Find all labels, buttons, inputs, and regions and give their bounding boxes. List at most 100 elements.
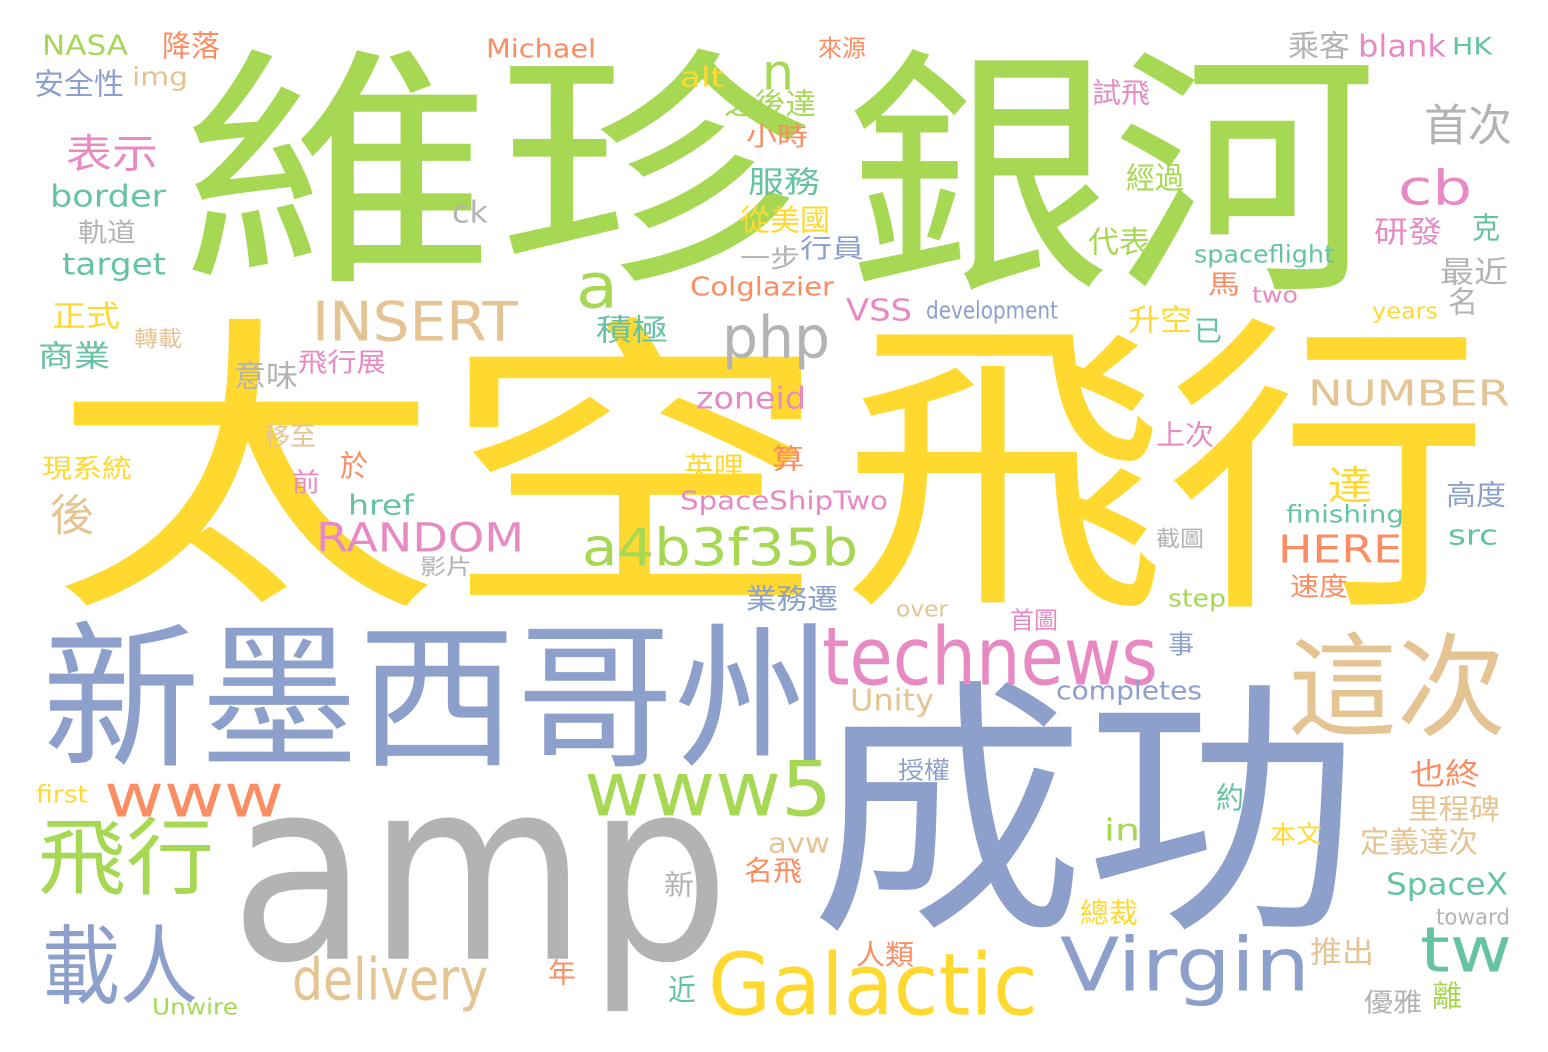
- word-lichengbei: 里程碑: [1408, 793, 1500, 827]
- word-yanfa: 研發: [1374, 214, 1443, 251]
- word-zhengshi: 正式: [52, 298, 121, 335]
- word-zoneid: zoneid: [696, 380, 806, 417]
- word-completes: completes: [1056, 675, 1203, 707]
- word-spaceshiptwo: SpaceShipTwo: [680, 485, 888, 517]
- word-chengke: 乘客: [1288, 28, 1351, 65]
- word-amp: amp: [230, 724, 730, 1019]
- word-xingyuan: 行員: [800, 233, 864, 265]
- word-tuichu: 推出: [1310, 934, 1375, 971]
- word-suan: 算: [772, 443, 804, 477]
- word-php: php: [722, 304, 830, 373]
- word-yizhi: 移至: [264, 421, 316, 453]
- word-n: n: [762, 43, 795, 103]
- word-shouquan: 授權: [898, 757, 950, 786]
- word-qian: 前: [292, 467, 321, 499]
- word-congmeiguo: 從美國: [740, 202, 830, 239]
- word-tw: tw: [1420, 914, 1512, 988]
- word-over: over: [896, 595, 949, 623]
- word-src: src: [1448, 519, 1499, 553]
- word-step: step: [1168, 585, 1227, 614]
- word-toward: toward: [1436, 903, 1510, 931]
- word-yibu: 一步: [740, 243, 800, 275]
- word-technews: technews: [822, 611, 1158, 705]
- word-renlei: 人類: [856, 939, 914, 973]
- word-hk: HK: [1452, 33, 1493, 62]
- word-avw: avw: [768, 827, 831, 861]
- word-insert: INSERT: [312, 291, 518, 355]
- word-random: RANDOM: [316, 514, 525, 562]
- word-jingguo: 經過: [1126, 160, 1184, 197]
- word-yingli: 英哩: [684, 451, 744, 485]
- word-cb: cb: [1398, 159, 1473, 217]
- word-biaoshi: 表示: [66, 130, 158, 178]
- word-yewuqian: 業務遷: [746, 583, 838, 617]
- word-shengkong: 升空: [1128, 302, 1193, 339]
- word-shi: 事: [1168, 629, 1194, 661]
- word-unwire: Unwire: [152, 993, 238, 1021]
- word-shifei: 試飛: [1092, 77, 1150, 111]
- word-unity: Unity: [850, 682, 935, 719]
- word-jietu: 截圖: [1156, 525, 1204, 553]
- word-guidao: 軌道: [78, 217, 136, 249]
- word-fuwu: 服務: [748, 164, 820, 201]
- word-zhuanzai: 轉載: [134, 325, 182, 353]
- word-target: target: [62, 246, 167, 283]
- word-zheci: 這次: [1288, 622, 1507, 754]
- word-www: www: [104, 760, 285, 832]
- word-xin: 新: [664, 869, 694, 903]
- word-chenggong: 成功: [810, 657, 1360, 973]
- word-www5: www5: [584, 745, 833, 835]
- word-a4b3f35b: a4b3f35b: [582, 517, 859, 579]
- word-here: HERE: [1278, 528, 1403, 573]
- word-yingpian: 影片: [420, 553, 472, 581]
- word-virgin: Virgin: [1060, 921, 1311, 1009]
- word-yezhong: 也終: [1410, 756, 1481, 793]
- word-jiji: 積極: [596, 312, 668, 349]
- word-hou: 後: [50, 489, 94, 542]
- word-taikong: 太空: [50, 291, 830, 656]
- word-zongcai: 總裁: [1080, 897, 1138, 931]
- word-jiangluo: 降落: [162, 28, 220, 65]
- word-alt: alt: [680, 61, 725, 95]
- word-finishing: finishing: [1286, 501, 1404, 530]
- word-two: two: [1252, 281, 1298, 309]
- word-nasa: NASA: [42, 29, 128, 63]
- word-da: 達: [1328, 462, 1372, 510]
- word-yiwei: 意味: [234, 358, 299, 395]
- word-zairen: 載人: [42, 916, 198, 1018]
- word-nian: 年: [548, 957, 576, 991]
- word-shoutu: 首圖: [1010, 607, 1059, 636]
- word-first: first: [36, 781, 88, 810]
- word-feixing-medium: 飛行: [38, 810, 214, 909]
- word-development: development: [926, 297, 1058, 326]
- word-href: href: [348, 489, 414, 523]
- word-benwen: 本文: [1270, 821, 1322, 850]
- word-dingyidaci: 定義達次: [1360, 824, 1478, 861]
- word-xiaoshi: 小時: [746, 121, 809, 153]
- word-ck: ck: [452, 194, 489, 231]
- word-youya: 優雅: [1364, 987, 1422, 1019]
- word-new-mexico: 新墨西哥州: [42, 606, 833, 792]
- word-feixing-large: 飛行: [842, 291, 1490, 656]
- word-galactic: Galactic: [708, 934, 1038, 1036]
- word-feixingzhan: 飛行展: [298, 347, 386, 379]
- word-number: NUMBER: [1308, 372, 1510, 416]
- word-ming: 名: [1448, 284, 1479, 321]
- word-spacex: SpaceX: [1386, 866, 1508, 903]
- word-in: in: [1104, 812, 1140, 849]
- word-border: border: [50, 178, 167, 215]
- word-xianxitong: 現系統: [42, 453, 132, 485]
- word-shouci: 首次: [1424, 99, 1512, 152]
- word-li: 離: [1432, 978, 1463, 1015]
- word-yu: 於: [340, 448, 368, 485]
- word-yue: 約: [1216, 780, 1244, 817]
- word-a: a: [576, 250, 619, 324]
- word-daibiao: 代表: [1088, 224, 1151, 261]
- word-yinhe: 銀河: [846, 26, 1378, 332]
- word-spaceflight: spaceflight: [1194, 241, 1335, 270]
- word-sudu: 速度: [1290, 571, 1348, 603]
- word-shangye: 商業: [38, 338, 110, 375]
- word-zhihouda: 之後達: [724, 86, 816, 123]
- word-shangci: 上次: [1156, 419, 1214, 453]
